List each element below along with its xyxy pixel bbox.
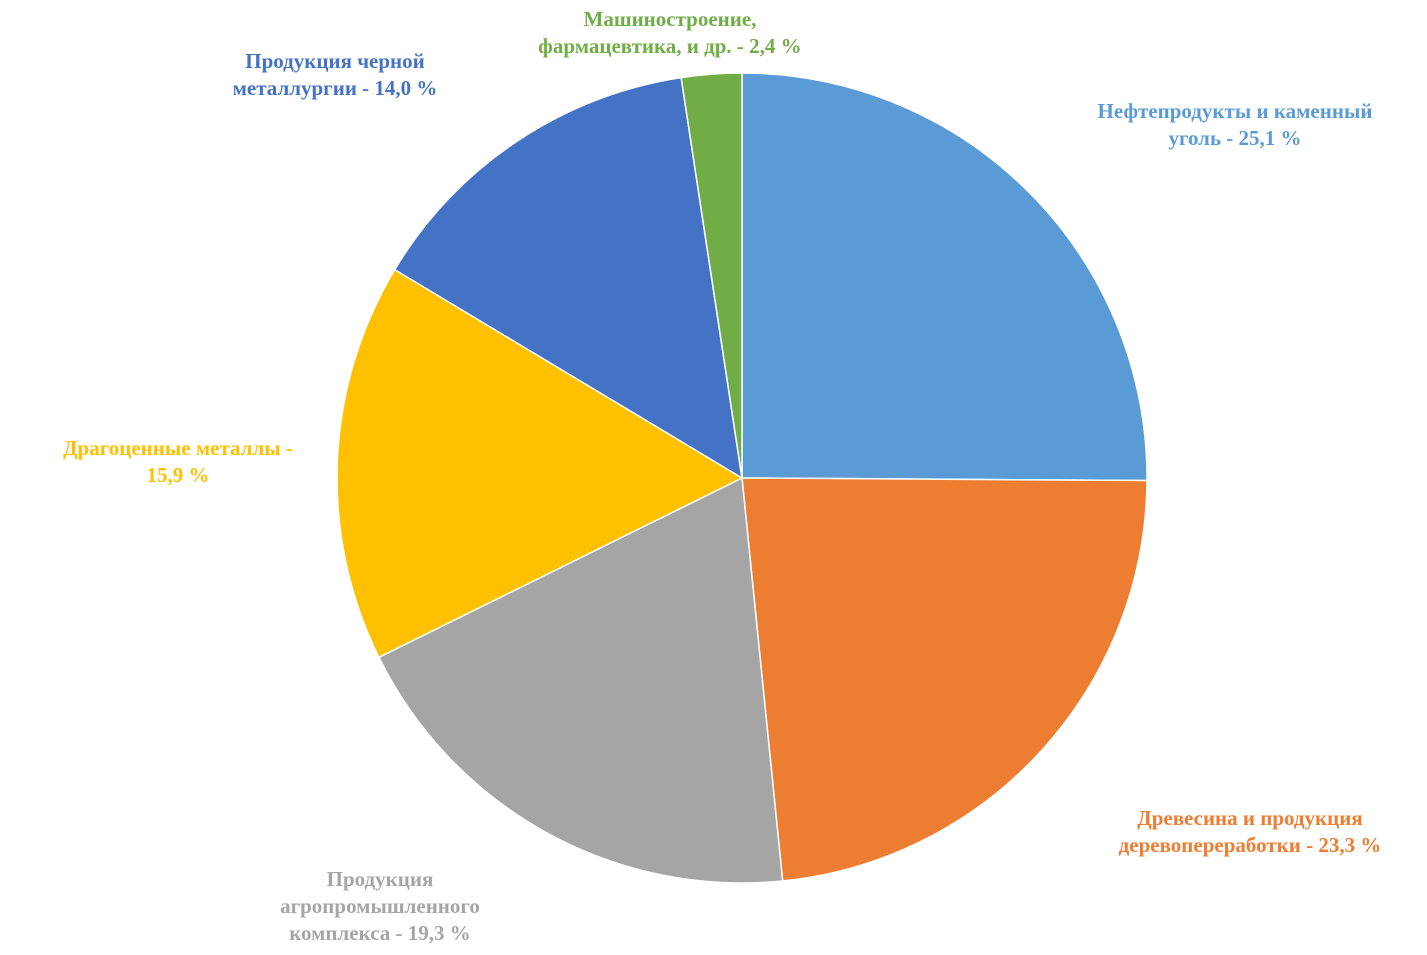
slice-label-machinery-pharma: Машиностроение, фармацевтика, и др. - 2,… xyxy=(538,7,802,58)
slice-label-petroleum-coal: Нефтепродукты и каменный уголь - 25,1 % xyxy=(1097,99,1373,150)
slice-label-precious-metals: Драгоценные металлы - 15,9 % xyxy=(63,436,293,487)
pie-slice-machinery-pharma xyxy=(680,72,743,479)
slice-label-wood-products: Древесина и продукция деревопереработки … xyxy=(1118,806,1382,857)
pie-slice-wood-products xyxy=(741,477,1148,882)
pie-slice-agro-products xyxy=(377,476,784,884)
slice-label-agro-products: Продукция агропромышленного комплекса - … xyxy=(280,867,480,945)
slice-label-ferrous-metallurgy: Продукция черной металлургии - 14,0 % xyxy=(232,49,438,100)
pie-slice-petroleum-coal xyxy=(741,72,1148,482)
pie-slice-ferrous-metallurgy xyxy=(393,76,743,480)
pie-slice-precious-metals xyxy=(336,268,744,659)
